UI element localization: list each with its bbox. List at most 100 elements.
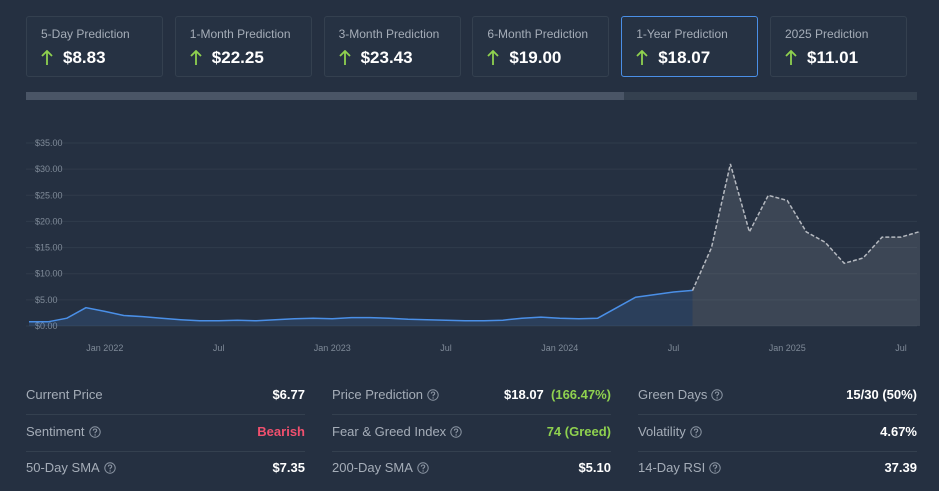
y-tick-label: $20.00 [35,216,63,226]
up-arrow [41,50,53,65]
stat-label-wrap: Fear & Greed Index [332,424,462,439]
separator [332,414,611,415]
stat-row: Sentiment Bearish [26,414,305,450]
up-arrow [190,50,202,65]
up-arrow [338,50,351,65]
help-icon[interactable] [711,389,724,401]
x-tick-label: Jan 2023 [314,343,351,353]
x-tick-label: Jul [213,343,225,353]
stat-label: Current Price [26,387,103,402]
stat-row: 50-Day SMA $7.35 [26,450,305,486]
up-arrow [636,50,648,65]
help-icon[interactable] [417,462,429,474]
chart: $0.00 $5.00 $10.00 $15.00 $20.00 $25.00 $30.00… [26,138,921,353]
stat-value: $18.07 [504,387,544,402]
stat-value-wrap: 74 (Greed) [547,424,611,439]
stat-label: Volatility [638,424,686,439]
card-value: $19.00 [509,48,562,67]
y-tick-label: $30.00 [35,164,63,174]
stat-value: $6.77 [272,387,305,402]
card-label: 1-Year Prediction [636,27,728,41]
stat-label: Price Prediction [332,387,424,402]
stat-value-wrap: 4.67% [880,424,917,439]
stat-label-wrap: Sentiment [26,424,101,439]
stat-value-wrap: 37.39 [884,460,917,475]
y-tick-label: $35.00 [35,138,63,148]
stat-label-wrap: Volatility [638,424,702,439]
card-label: 6-Month Prediction [487,27,589,41]
stat-label: Fear & Greed Index [332,424,447,439]
up-arrow [487,50,500,65]
series-line [29,289,693,323]
stat-label-wrap: 50-Day SMA [26,460,116,475]
card-value: $23.43 [360,48,413,67]
stat-value: $7.35 [272,460,305,475]
stat-value: 4.67% [880,424,917,439]
help-icon[interactable] [88,426,101,438]
separator [26,451,305,452]
prediction-card[interactable]: 1-Year Prediction $18.07 [621,16,759,77]
stat-row: Current Price $6.77 [26,377,305,413]
card-label: 5-Day Prediction [41,27,130,41]
help-icon[interactable] [427,389,439,401]
y-tick-label: $25.00 [35,190,63,200]
stat-label: Sentiment [26,424,85,439]
prediction-card[interactable]: 3-Month Prediction $23.43 [323,16,461,77]
x-tick-label: Jul [668,343,680,353]
series-line [691,163,921,291]
help-icon[interactable] [104,462,116,474]
card-value: $22.25 [211,48,264,67]
stat-label: 50-Day SMA [26,460,100,475]
stat-value-wrap: $5.10 [578,460,611,475]
stat-value-wrap: $6.77 [272,387,305,402]
help-icon[interactable] [709,462,721,474]
stat-label: 14-Day RSI [638,460,706,475]
stat-value: Bearish [257,424,305,439]
help-icon[interactable] [450,426,462,438]
stat-row: 14-Day RSI 37.39 [638,450,917,486]
stat-value-wrap: Bearish [257,424,305,439]
y-tick-label: $10.00 [35,269,63,279]
stat-row: Fear & Greed Index 74 (Greed) [332,414,611,450]
stat-value-wrap: 15/30 (50%) [846,387,917,402]
stat-label-wrap: 200-Day SMA [332,460,429,475]
stat-label: 200-Day SMA [332,460,413,475]
stat-value-wrap: $7.35 [272,460,305,475]
separator [332,451,611,452]
card-value: $11.01 [807,48,859,67]
stat-label: Green Days [638,387,708,402]
stat-label-wrap: Price Prediction [332,387,439,402]
stat-label-wrap: 14-Day RSI [638,460,721,475]
progress-fill [26,92,624,100]
card-label: 3-Month Prediction [338,27,440,41]
prediction-card[interactable]: 6-Month Prediction $19.00 [472,16,610,77]
help-icon[interactable] [690,426,702,438]
stat-label-wrap: Current Price [26,387,103,402]
separator [638,414,917,415]
x-tick-label: Jul [440,343,452,353]
prediction-card[interactable]: 5-Day Prediction $8.83 [26,16,163,77]
y-tick-label: $15.00 [35,243,63,253]
stat-note: (166.47%) [551,387,611,402]
up-arrow [785,50,797,65]
area [692,163,920,326]
stat-label-wrap: Green Days [638,387,724,402]
stat-row: Volatility 4.67% [638,414,917,450]
x-tick-label: Jan 2022 [86,343,123,353]
stat-value: 74 (Greed) [546,424,611,439]
prediction-card[interactable]: 2025 Prediction $11.01 [770,16,907,77]
separator [638,451,917,452]
prediction-card[interactable]: 1-Month Prediction $22.25 [174,16,312,77]
progress-bar [26,92,917,100]
stat-value: 37.39 [884,460,917,475]
x-tick-label: Jul [895,343,907,353]
y-tick-label: $5.00 [35,295,58,305]
card-value: $18.07 [658,48,711,67]
card-label: 1-Month Prediction [189,27,291,41]
stat-value: $5.10 [578,460,611,475]
x-tick-label: Jan 2024 [541,343,578,353]
stat-value-wrap: $18.07 (166.47%) [504,387,611,402]
stat-value: 15/30 (50%) [846,387,917,402]
y-tick-label: $0.00 [35,321,58,331]
